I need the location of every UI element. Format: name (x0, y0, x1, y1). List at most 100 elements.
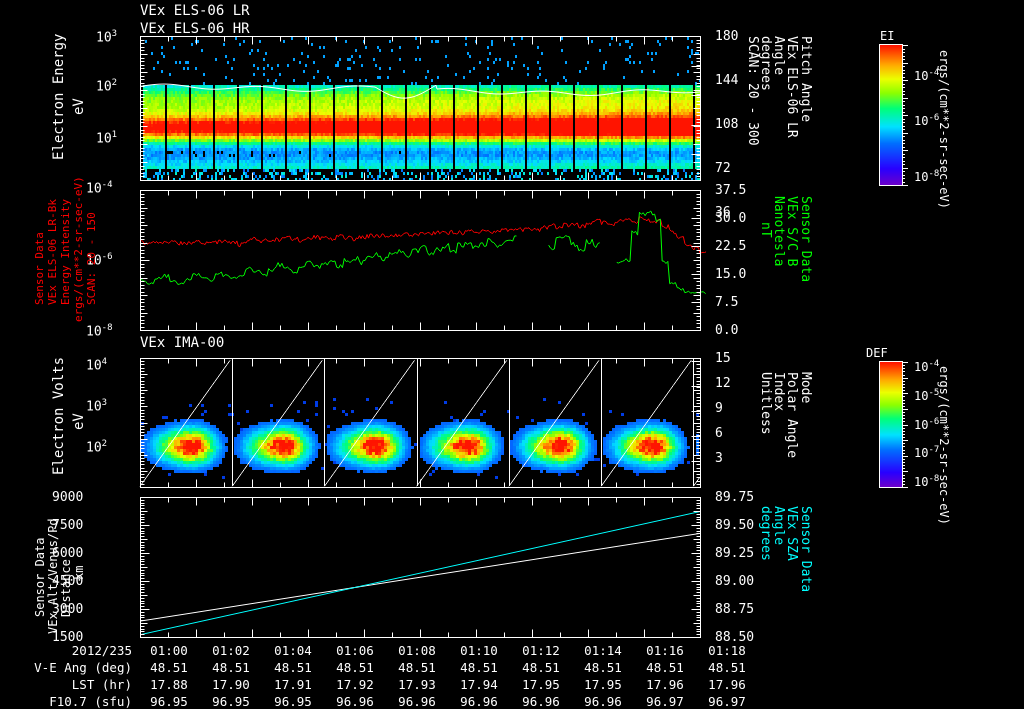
table-row-label-2: LST (hr) (71, 677, 132, 692)
panel4-ltick-2: 6000 (52, 546, 84, 561)
colorbar-ei-tick-2: 10-8 (914, 168, 940, 184)
panel1-raxis-scan: SCAN: 20 - 300 (745, 36, 760, 146)
colorbar-def-tick-2: 10-6 (914, 416, 940, 432)
panel1-raxis-instrument: VEx ELS-06 LR (784, 36, 799, 138)
table-cell-r1-c8: 48.51 (646, 660, 684, 675)
table-cell-r2-c2: 17.91 (274, 677, 312, 692)
panel4-laxis-distance: Distance (59, 559, 73, 617)
panel2-rtick-1: 30.0 (715, 211, 747, 226)
panel2-laxis-units: ergs/(cm**2-sr-sec-eV) (72, 176, 85, 322)
panel1-ytick-1000: 103 (96, 29, 118, 46)
colorbar-def-tick-4: 10-8 (914, 474, 940, 489)
panel1-raxis-degrees: degrees (758, 36, 773, 91)
table-cell-r3-c1: 96.95 (212, 694, 250, 709)
table-cell-r2-c4: 17.93 (398, 677, 436, 692)
panel4-rtick-1: 89.50 (715, 518, 755, 533)
table-cell-r2-c7: 17.95 (584, 677, 622, 692)
table-cell-r1-c6: 48.51 (522, 660, 560, 675)
panel1-rtick-180: 180 (715, 29, 739, 44)
panel3-rtick-1: 12 (715, 376, 731, 391)
panel4-ltick-0: 9000 (52, 490, 84, 505)
table-cell-r2-c1: 17.90 (212, 677, 250, 692)
table-cell-r3-c7: 96.96 (584, 694, 622, 709)
table-cell-r2-c0: 17.88 (150, 677, 188, 692)
panel2-ytick-1e-6: 10-6 (86, 252, 113, 269)
panel2-rtick-4: 7.5 (715, 295, 739, 310)
colorbar-def-label: ergs/(cm**2-sr-sec-eV) (937, 366, 951, 525)
panel2-laxis-instrument: VEx ELS-06 LR-Bk (46, 199, 59, 305)
panel1-rtick-144: 144 (715, 73, 739, 88)
colorbar-ei-tick-1: 10-6 (914, 112, 940, 128)
panel3-ytick-1e2: 102 (86, 439, 108, 456)
panel3-raxis-unitless: Unitless (758, 372, 773, 435)
panel4-rtick-3: 89.00 (715, 574, 755, 589)
panel3-raxis-mode: Mode (798, 372, 813, 404)
panel1-rtick-36: 36 (715, 205, 731, 220)
panel4-ltick-1: 7500 (52, 518, 84, 533)
panel2-ytick-1e-8: 10-8 (86, 323, 113, 340)
panel4-raxis-sensor-data: Sensor Data (798, 506, 813, 593)
table-cell-r1-c4: 48.51 (398, 660, 436, 675)
table-cell-r2-c9: 17.96 (708, 677, 746, 692)
table-cell-r1-c7: 48.51 (584, 660, 622, 675)
table-cell-r0-c4: 01:08 (398, 643, 436, 658)
table-cell-r0-c9: 01:18 (708, 643, 746, 658)
table-cell-r3-c8: 96.97 (646, 694, 684, 709)
panel4-rtick-0: 89.75 (715, 490, 755, 505)
table-cell-r0-c1: 01:02 (212, 643, 250, 658)
panel3-ytick-1e3: 103 (86, 398, 108, 415)
panel3-rtick-2: 9 (715, 401, 723, 416)
table-cell-r0-c0: 01:00 (150, 643, 188, 658)
table-cell-r1-c1: 48.51 (212, 660, 250, 675)
colorbar-def-tick-0: 10-4 (914, 359, 940, 374)
panel4-laxis-alt-venus: VEx Alt/Venus/Pd (46, 518, 60, 634)
colorbar-def-tick-1: 10-5 (914, 387, 940, 403)
table-cell-r1-c9: 48.51 (708, 660, 746, 675)
panel4-rtick-4: 88.75 (715, 602, 755, 617)
table-cell-r0-c3: 01:06 (336, 643, 374, 658)
table-cell-r1-c2: 48.51 (274, 660, 312, 675)
panel4-raxis-degrees: degrees (758, 506, 773, 561)
panel2-rtick-3: 15.0 (715, 267, 747, 282)
panel2-rtick-2: 22.5 (715, 239, 747, 254)
panel3-ytick-1e4: 104 (86, 357, 108, 374)
table-cell-r3-c2: 96.95 (274, 694, 312, 709)
panel4-raxis-angle: Angle (771, 506, 786, 546)
panel2-raxis-sensor-data: Sensor Data (798, 196, 813, 283)
panel3-yaxis-label: Electron Volts (51, 356, 67, 475)
panel4-ltick-4: 3000 (52, 602, 84, 617)
panel4-laxis-km: km (72, 565, 86, 580)
panel4-rtick-2: 89.25 (715, 546, 755, 561)
panel3-rtick-0: 15 (715, 351, 731, 366)
panel1-ytick-10: 101 (96, 130, 118, 147)
panel1-raxis-angle: Angle (771, 36, 786, 76)
colorbar-def-tick-3: 10-7 (914, 445, 940, 461)
table-cell-r0-c2: 01:04 (274, 643, 312, 658)
table-cell-r2-c6: 17.95 (522, 677, 560, 692)
panel3-rtick-3: 6 (715, 426, 723, 441)
panel1-yaxis-label: Electron Energy (51, 33, 67, 160)
panel2-ytick-1e-4: 10-4 (86, 180, 113, 197)
table-cell-r0-c8: 01:16 (646, 643, 684, 658)
panel3-title: VEx IMA-00 (140, 335, 225, 351)
panel1-title-lr: VEx ELS-06 LR (140, 3, 250, 19)
panel1-yaxis-units: eV (71, 98, 87, 115)
table-row-label-1: V-E Ang (deg) (34, 660, 132, 675)
panel4-rtick-5: 88.50 (715, 630, 755, 645)
colorbar-ei-tick-0: 10-4 (914, 67, 940, 83)
panel4-ltick-3: 4500 (52, 574, 84, 589)
panel4-raxis-sza: VEx SZA (784, 506, 799, 561)
colorbar-ei-label: ergs/(cm**2-sr-sec-eV) (937, 50, 951, 209)
panel2-laxis-sensor-data: Sensor Data (33, 232, 46, 305)
colorbar-ei-title: EI (880, 29, 895, 43)
panel2-raxis-sc-b: VEx S/C B (784, 196, 799, 267)
table-cell-r1-c3: 48.51 (336, 660, 374, 675)
table-cell-r3-c6: 96.96 (522, 694, 560, 709)
table-row-label-0: 2012/235 (71, 643, 132, 658)
panel3-raxis-polar-angle: Polar Angle (784, 372, 799, 459)
panel2-rtick-0: 37.5 (715, 183, 747, 198)
panel2-laxis-scan: SCAN: 20 - 150 (85, 212, 98, 305)
table-cell-r3-c9: 96.97 (708, 694, 746, 709)
